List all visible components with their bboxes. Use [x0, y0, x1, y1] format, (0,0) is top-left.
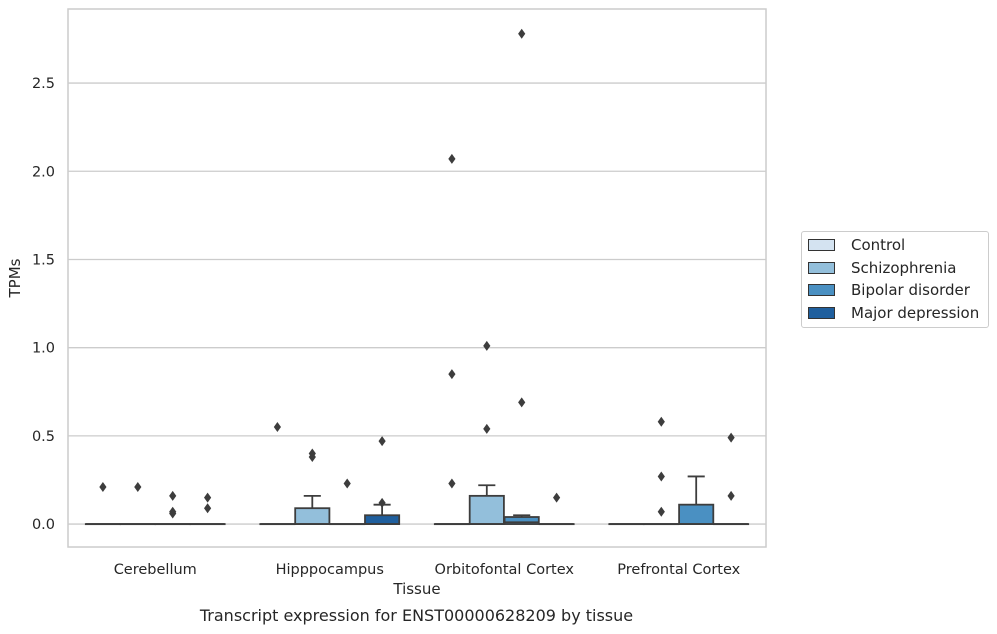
legend-label-schizophrenia: Schizophrenia [851, 258, 957, 277]
outlier-point [343, 478, 351, 489]
box-hipppocampus-schizophrenia [294, 448, 331, 525]
outlier-point [273, 422, 281, 433]
outlier-point [483, 340, 491, 351]
outlier-point [553, 492, 561, 503]
outlier-point [657, 416, 665, 427]
plot-frame [67, 8, 767, 548]
outlier-point [448, 153, 456, 164]
legend-label-bipolar-disorder: Bipolar disorder [851, 281, 970, 300]
outlier-point [204, 503, 212, 514]
box-body [503, 516, 540, 525]
box-cerebellum-major-depression [189, 492, 226, 526]
legend-item-schizophrenia: Schizophrenia [802, 257, 988, 280]
box-cerebellum-schizophrenia [119, 482, 156, 526]
legend-item-major-depression: Major depression [802, 302, 988, 325]
box-hipppocampus-control [259, 422, 296, 526]
box-body [294, 507, 331, 525]
outlier-point [99, 482, 107, 493]
outlier-point [378, 497, 386, 508]
outlier-point [483, 423, 491, 434]
legend-swatch-schizophrenia [808, 261, 835, 274]
outlier-point [448, 369, 456, 380]
y-tick-label: 2.0 [32, 164, 55, 180]
y-tick-label: 0.5 [32, 429, 55, 445]
box-orbitofontal-cortex-control [433, 153, 470, 526]
box-prefrontal-cortex-major-depression [713, 432, 750, 526]
x-tick-label-prefrontal-cortex: Prefrontal Cortex [617, 562, 740, 578]
x-tick-label-orbitofontal-cortex: Orbitofontal Cortex [435, 562, 575, 578]
box-prefrontal-cortex-schizophrenia [643, 416, 680, 526]
x-tick-label-hipppocampus: Hipppocampus [276, 562, 384, 578]
x-axis-label: Tissue [393, 580, 441, 598]
box-hipppocampus-major-depression [364, 436, 401, 525]
outlier-point [308, 448, 316, 459]
y-tick-label: 0.0 [32, 517, 55, 533]
box-prefrontal-cortex-bipolar-disorder [678, 475, 715, 525]
y-axis-label: TPMs [6, 258, 24, 298]
legend: Control Schizophrenia Bipolar disorder M… [801, 231, 989, 328]
outlier-point [727, 432, 735, 443]
y-tick-label: 2.5 [32, 76, 55, 92]
legend-swatch-control [808, 239, 835, 252]
y-tick-label: 1.5 [32, 252, 55, 268]
outlier-point [378, 436, 386, 447]
outlier-point [134, 482, 142, 493]
box-cerebellum-bipolar-disorder [154, 490, 191, 526]
outlier-point [518, 397, 526, 408]
outlier-point [448, 478, 456, 489]
box-orbitofontal-cortex-bipolar-disorder [503, 28, 540, 525]
outlier-point [169, 506, 177, 517]
box-hipppocampus-bipolar-disorder [329, 478, 366, 526]
box-body [468, 494, 505, 525]
chart-caption: Transcript expression for ENST0000062820… [199, 606, 634, 625]
outlier-point [169, 490, 177, 501]
legend-label-major-depression: Major depression [851, 303, 980, 322]
legend-item-bipolar-disorder: Bipolar disorder [802, 279, 988, 302]
outlier-point [657, 471, 665, 482]
outlier-point [727, 490, 735, 501]
box-orbitofontal-cortex-schizophrenia [468, 340, 505, 525]
outlier-point [657, 506, 665, 517]
outlier-point [204, 492, 212, 503]
legend-swatch-major-depression [808, 306, 835, 319]
legend-label-control: Control [851, 236, 906, 255]
y-tick-label: 1.0 [32, 341, 55, 357]
x-tick-label-cerebellum: Cerebellum [114, 562, 197, 578]
legend-swatch-bipolar-disorder [808, 284, 835, 297]
box-body [364, 514, 401, 525]
legend-item-control: Control [802, 234, 988, 257]
box-body [678, 503, 715, 525]
box-cerebellum-control [84, 482, 121, 526]
outlier-point [518, 28, 526, 39]
box-orbitofontal-cortex-major-depression [538, 492, 575, 526]
